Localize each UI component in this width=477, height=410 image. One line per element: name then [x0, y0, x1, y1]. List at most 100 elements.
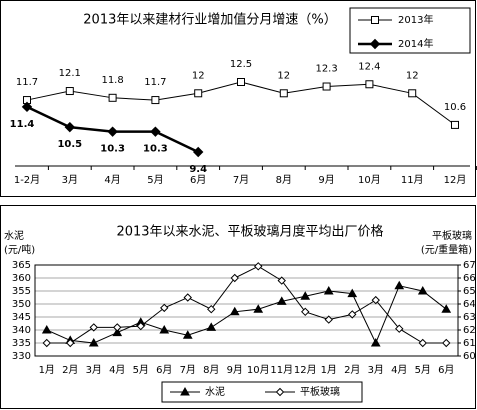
marker [230, 273, 239, 283]
y-axis-label: (元/吨) [4, 243, 35, 256]
marker [207, 304, 216, 314]
data-label: 10.3 [143, 144, 168, 155]
marker [180, 386, 190, 396]
marker [365, 80, 374, 89]
x-tick-label: 6月 [438, 364, 454, 376]
marker [371, 16, 379, 24]
marker [442, 338, 451, 348]
marker [112, 327, 123, 337]
chart-title: 2013年以来水泥、平板玻璃月度平均出厂价格 [116, 224, 383, 240]
marker [65, 87, 74, 96]
data-label: 10.3 [100, 144, 125, 155]
x-tick-label: 8月 [276, 174, 292, 186]
legend-label: 平板玻璃 [300, 385, 340, 398]
marker [277, 276, 286, 285]
x-tick-label: 4月 [104, 174, 120, 186]
x-tick-label: 5月 [147, 174, 163, 186]
marker [300, 291, 311, 300]
marker [151, 96, 160, 105]
y2-tick-label: 64 [463, 299, 476, 310]
marker [418, 338, 427, 348]
x-tick-label: 10月 [358, 174, 381, 186]
frame-2 [0, 205, 476, 409]
x-tick-label: 1月 [321, 364, 337, 376]
x-tick-label: 3月 [86, 364, 102, 376]
data-label: 12 [192, 70, 205, 81]
marker [66, 338, 75, 348]
marker [206, 322, 217, 331]
x-tick-label: 3月 [368, 364, 384, 376]
y-tick-label: 345 [12, 312, 31, 323]
x-tick-label: 12月 [444, 174, 467, 186]
marker [348, 310, 357, 319]
marker [229, 306, 240, 316]
y2-tick-label: 65 [463, 286, 476, 297]
marker [150, 126, 161, 137]
data-label: 12.1 [59, 68, 81, 79]
plot-frame [34, 264, 459, 357]
x-tick-label: 10月 [247, 364, 270, 376]
y-tick-label: 340 [12, 325, 31, 336]
y-tick-label: 335 [12, 338, 31, 349]
y-tick-label: 360 [12, 273, 31, 284]
marker [88, 337, 99, 347]
marker [159, 324, 170, 334]
marker [408, 89, 417, 98]
marker [89, 323, 98, 332]
data-label: 12.5 [230, 59, 252, 70]
data-label: 11.4 [10, 119, 35, 130]
x-tick-label: 1-2月 [14, 174, 40, 186]
marker [395, 324, 404, 333]
marker [279, 89, 288, 98]
chart-title: 2013年以来建材行业增加值分月增速（%） [83, 12, 336, 28]
x-tick-label: 5月 [415, 364, 431, 376]
x-tick-label: 1月 [39, 364, 55, 376]
x-tick-label: 8月 [203, 364, 219, 376]
marker [324, 315, 333, 324]
marker [441, 304, 452, 313]
x-tick-label: 6月 [156, 364, 172, 376]
marker [301, 307, 310, 317]
x-tick-label: 3月 [62, 174, 78, 186]
marker [275, 387, 285, 397]
marker [41, 324, 52, 334]
x-tick-label: 9月 [318, 174, 334, 186]
marker [113, 323, 122, 332]
legend-box [161, 381, 363, 403]
marker [182, 330, 193, 339]
x-tick-label: 4月 [109, 364, 125, 376]
marker [136, 321, 145, 331]
marker [253, 304, 264, 313]
marker [347, 288, 358, 298]
x-tick-label: 7月 [233, 174, 249, 186]
marker [276, 296, 287, 305]
series-line [46, 285, 447, 345]
marker [42, 338, 51, 348]
y-tick-label: 330 [12, 351, 31, 362]
y-tick-label: 365 [12, 260, 31, 271]
x-tick-label: 2月 [344, 364, 360, 376]
data-label: 11.8 [101, 75, 123, 86]
marker [394, 280, 405, 290]
frame-1 [0, 0, 476, 197]
y2-tick-label: 66 [463, 273, 476, 284]
data-label: 12.3 [315, 64, 337, 75]
x-tick-label: 12月 [294, 364, 317, 376]
y-axis-label: 水泥 [4, 229, 24, 242]
x-tick-label: 4月 [391, 364, 407, 376]
x-tick-label: 6月 [190, 174, 206, 186]
y-tick-label: 350 [12, 299, 31, 310]
data-label: 9.4 [189, 164, 207, 175]
marker [451, 120, 459, 129]
legend-box [349, 7, 471, 54]
y-tick-label: 355 [12, 286, 31, 297]
y2-axis-label: (元/重量箱) [421, 243, 472, 256]
marker [417, 285, 428, 295]
legend-label: 2013年 [398, 13, 433, 26]
y2-tick-label: 62 [463, 325, 476, 336]
y2-tick-label: 61 [463, 338, 476, 349]
marker [183, 293, 192, 302]
data-label: 12 [277, 70, 290, 81]
x-tick-label: 2月 [62, 364, 78, 376]
